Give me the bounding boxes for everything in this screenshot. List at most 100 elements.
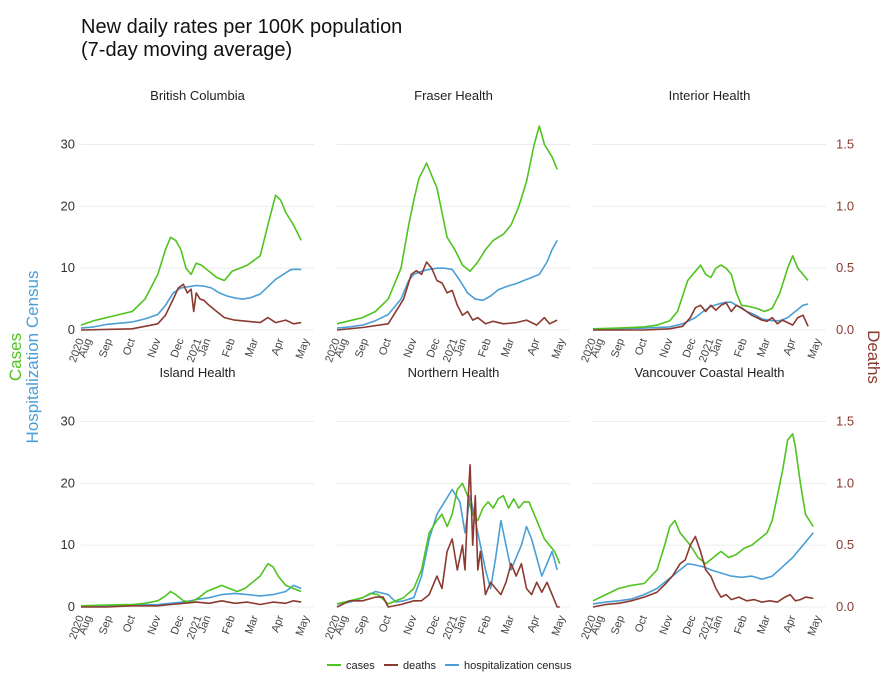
x-tick-label: May bbox=[806, 613, 825, 637]
series-line-hosp bbox=[336, 240, 558, 329]
x-tick-label: Oct bbox=[121, 337, 138, 357]
series-line-hosp bbox=[80, 584, 302, 608]
y-tick-label-right: 1.0 bbox=[836, 475, 854, 490]
y-tick-label-left: 0 bbox=[68, 322, 75, 337]
series-line-deaths bbox=[336, 464, 560, 608]
y-tick-label-right: 1.0 bbox=[836, 198, 854, 213]
series-line-hosp bbox=[80, 268, 302, 329]
y-tick-label-left: 10 bbox=[61, 537, 75, 552]
panel-title: Vancouver Coastal Health bbox=[634, 365, 784, 380]
x-tick-label: Dec bbox=[681, 336, 699, 359]
legend-label: hospitalization census bbox=[464, 660, 572, 672]
panel-title: Island Health bbox=[160, 365, 236, 380]
x-tick-label: Oct bbox=[377, 614, 394, 634]
panel-title: Fraser Health bbox=[414, 88, 493, 103]
x-tick-label: Apr bbox=[525, 337, 542, 358]
x-tick-label: Mar bbox=[499, 614, 517, 636]
x-tick-label: Mar bbox=[243, 614, 261, 636]
series-line-deaths bbox=[336, 261, 558, 331]
x-tick-label: May bbox=[294, 613, 313, 637]
x-tick-label: Nov bbox=[146, 613, 164, 636]
x-tick-label: Jan bbox=[452, 614, 469, 635]
y-axis-label-hospitalization: Hospitalization Census bbox=[23, 271, 42, 444]
legend-item-cases: cases bbox=[327, 660, 375, 672]
x-tick-label: Feb bbox=[476, 614, 494, 636]
y-tick-label-left: 20 bbox=[61, 198, 75, 213]
x-tick-label: Apr bbox=[269, 614, 286, 635]
panel-vancouver-coastal-health: Vancouver Coastal Health0.00.51.01.52020… bbox=[579, 365, 854, 641]
series-line-cases bbox=[592, 255, 809, 330]
x-tick-label: Feb bbox=[220, 614, 238, 636]
y-tick-label-left: 30 bbox=[61, 414, 75, 429]
y-tick-label-left: 20 bbox=[61, 475, 75, 490]
panel-title: Interior Health bbox=[669, 88, 751, 103]
x-tick-label: Nov bbox=[658, 336, 676, 359]
panel-title: British Columbia bbox=[150, 88, 245, 103]
x-tick-label: Sep bbox=[609, 337, 627, 360]
y-tick-label-left: 0 bbox=[68, 599, 75, 614]
x-tick-label: Mar bbox=[755, 614, 773, 636]
y-tick-label-right: 0.0 bbox=[836, 322, 854, 337]
series-line-hosp bbox=[336, 488, 558, 605]
series-line-deaths bbox=[593, 302, 809, 331]
series-line-deaths bbox=[81, 600, 302, 608]
panel-title: Northern Health bbox=[408, 365, 500, 380]
x-tick-label: Oct bbox=[633, 614, 650, 634]
x-tick-label: Mar bbox=[499, 337, 517, 359]
x-tick-label: Dec bbox=[169, 613, 187, 636]
x-tick-label: Sep bbox=[353, 337, 371, 360]
legend-item-hospitalization-census: hospitalization census bbox=[445, 660, 572, 672]
x-tick-label: May bbox=[550, 613, 569, 637]
series-line-hosp bbox=[592, 532, 814, 605]
x-tick-label: Apr bbox=[269, 337, 286, 358]
x-tick-label: Dec bbox=[169, 336, 187, 359]
y-tick-label-right: 1.5 bbox=[836, 137, 854, 152]
x-tick-label: Jan bbox=[708, 337, 725, 358]
x-tick-label: Jan bbox=[452, 337, 469, 358]
legend-label: cases bbox=[346, 660, 375, 672]
x-tick-label: Mar bbox=[755, 337, 773, 359]
x-tick-label: Sep bbox=[609, 614, 627, 637]
x-tick-label: Oct bbox=[121, 614, 138, 634]
x-tick-label: Feb bbox=[732, 614, 750, 636]
series-line-cases bbox=[80, 562, 302, 607]
y-tick-label-right: 0.5 bbox=[836, 537, 854, 552]
chart-title: New daily rates per 100K population bbox=[81, 16, 402, 38]
x-tick-label: Apr bbox=[781, 614, 798, 635]
y-tick-label-right: 0.0 bbox=[836, 599, 854, 614]
y-tick-label-right: 0.5 bbox=[836, 260, 854, 275]
x-tick-label: Feb bbox=[220, 337, 238, 359]
x-tick-label: Dec bbox=[425, 336, 443, 359]
x-tick-label: Oct bbox=[377, 337, 394, 357]
x-tick-label: Nov bbox=[402, 336, 420, 359]
x-tick-label: Jan bbox=[196, 614, 213, 635]
series-line-deaths bbox=[592, 535, 814, 608]
x-tick-label: Jan bbox=[196, 337, 213, 358]
x-tick-label: Sep bbox=[353, 614, 371, 637]
legend-item-deaths: deaths bbox=[384, 660, 437, 672]
y-tick-label-left: 30 bbox=[61, 137, 75, 152]
series-line-cases bbox=[336, 482, 561, 605]
x-tick-label: Mar bbox=[243, 337, 261, 359]
series-line-hosp bbox=[592, 301, 809, 331]
series-line-cases bbox=[592, 433, 814, 602]
x-tick-label: Oct bbox=[633, 337, 650, 357]
x-tick-label: Apr bbox=[525, 614, 542, 635]
x-tick-label: Nov bbox=[402, 613, 420, 636]
x-tick-label: Apr bbox=[781, 337, 798, 358]
chart-subtitle: (7-day moving average) bbox=[81, 39, 292, 61]
y-axis-label-deaths: Deaths bbox=[864, 330, 883, 384]
x-tick-label: May bbox=[550, 336, 569, 360]
legend-label: deaths bbox=[403, 660, 437, 672]
series-line-cases bbox=[80, 194, 302, 326]
series-line-cases bbox=[336, 125, 558, 325]
x-tick-label: Sep bbox=[97, 614, 115, 637]
y-tick-label-right: 1.5 bbox=[836, 414, 854, 429]
legend: cases deaths hospitalization census bbox=[327, 660, 572, 672]
